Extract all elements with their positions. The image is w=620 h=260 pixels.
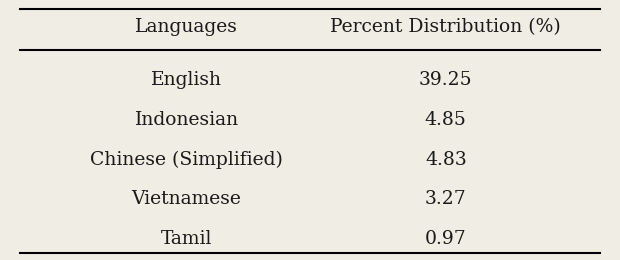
Text: Languages: Languages bbox=[135, 18, 238, 36]
Text: Tamil: Tamil bbox=[161, 230, 212, 248]
Text: 3.27: 3.27 bbox=[425, 190, 467, 209]
Text: English: English bbox=[151, 71, 222, 89]
Text: Chinese (Simplified): Chinese (Simplified) bbox=[90, 151, 283, 169]
Text: 39.25: 39.25 bbox=[419, 71, 472, 89]
Text: Vietnamese: Vietnamese bbox=[131, 190, 242, 209]
Text: 4.83: 4.83 bbox=[425, 151, 467, 168]
Text: 0.97: 0.97 bbox=[425, 230, 467, 248]
Text: Indonesian: Indonesian bbox=[135, 111, 239, 129]
Text: 4.85: 4.85 bbox=[425, 111, 467, 129]
Text: Percent Distribution (%): Percent Distribution (%) bbox=[330, 18, 561, 36]
